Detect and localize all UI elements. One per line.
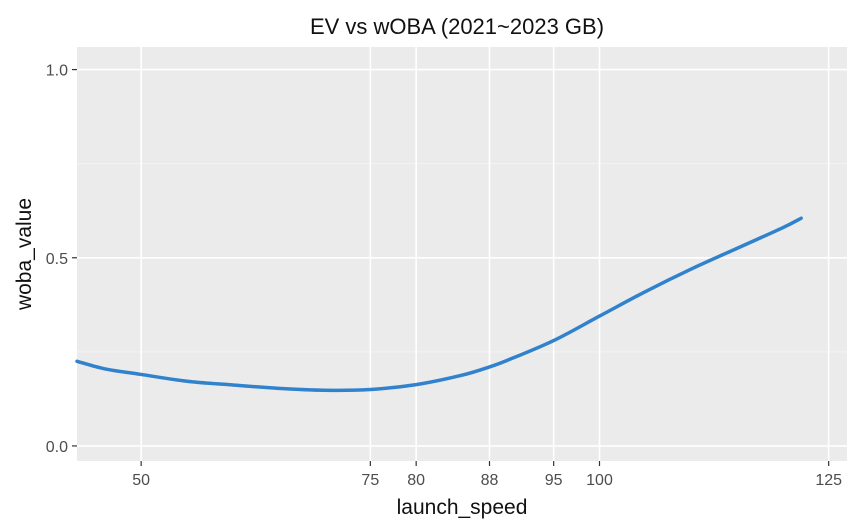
x-tick-label: 88: [481, 472, 499, 489]
x-axis-title: launch_speed: [397, 496, 528, 519]
x-tick-label: 100: [586, 472, 613, 489]
major-grid: [77, 47, 847, 461]
x-tick-label: 95: [545, 472, 563, 489]
x-tick-label: 80: [407, 472, 425, 489]
y-axis-title: woba_value: [13, 198, 36, 311]
minor-grid: [77, 163, 847, 353]
x-tick-label: 50: [132, 472, 150, 489]
y-tick-label: 1.0: [46, 63, 68, 80]
x-tick-label: 75: [361, 472, 379, 489]
x-tick-label: 125: [815, 472, 842, 489]
chart-title: EV vs wOBA (2021~2023 GB): [310, 14, 604, 39]
y-axis: 0.0 0.5 1.0: [46, 63, 77, 456]
x-axis: 50 75 80 88 95 100 125: [132, 461, 842, 489]
plot-panel: [77, 47, 847, 461]
y-tick-label: 0.5: [46, 251, 68, 268]
y-tick-label: 0.0: [46, 439, 68, 456]
series-line: [75, 216, 803, 393]
